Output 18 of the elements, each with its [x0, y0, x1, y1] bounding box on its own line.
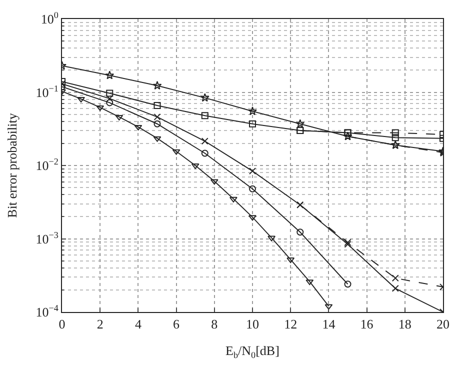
x-tick-label: 12: [284, 316, 298, 332]
x-tick-label: 4: [134, 316, 142, 332]
x-tick-label: 18: [398, 316, 412, 332]
y-tick-label: 10$^{−4}$: [36, 303, 59, 320]
x-tick-label: 2: [96, 316, 104, 332]
x-tick-label: 6: [173, 316, 180, 332]
x-tick-label: 16: [360, 316, 374, 332]
x-tick-label: 0: [58, 316, 66, 332]
x-tick-label: 14: [322, 316, 336, 332]
y-tick-label: 10$^{0}$: [40, 10, 59, 27]
y-axis-title: Bit error probability: [4, 112, 20, 218]
x-tick-label: 10: [246, 316, 259, 332]
y-tick-label: 10$^{−1}$: [36, 83, 58, 100]
x-axis-title: E$_{b}$/N$_{0}$[dB]: [226, 343, 280, 360]
x-tick-label: 8: [211, 316, 218, 332]
x-tick-label: 20: [436, 316, 450, 332]
y-tick-label: 10$^{−3}$: [36, 230, 59, 246]
y-tick-label: 10$^{−2}$: [36, 156, 59, 174]
